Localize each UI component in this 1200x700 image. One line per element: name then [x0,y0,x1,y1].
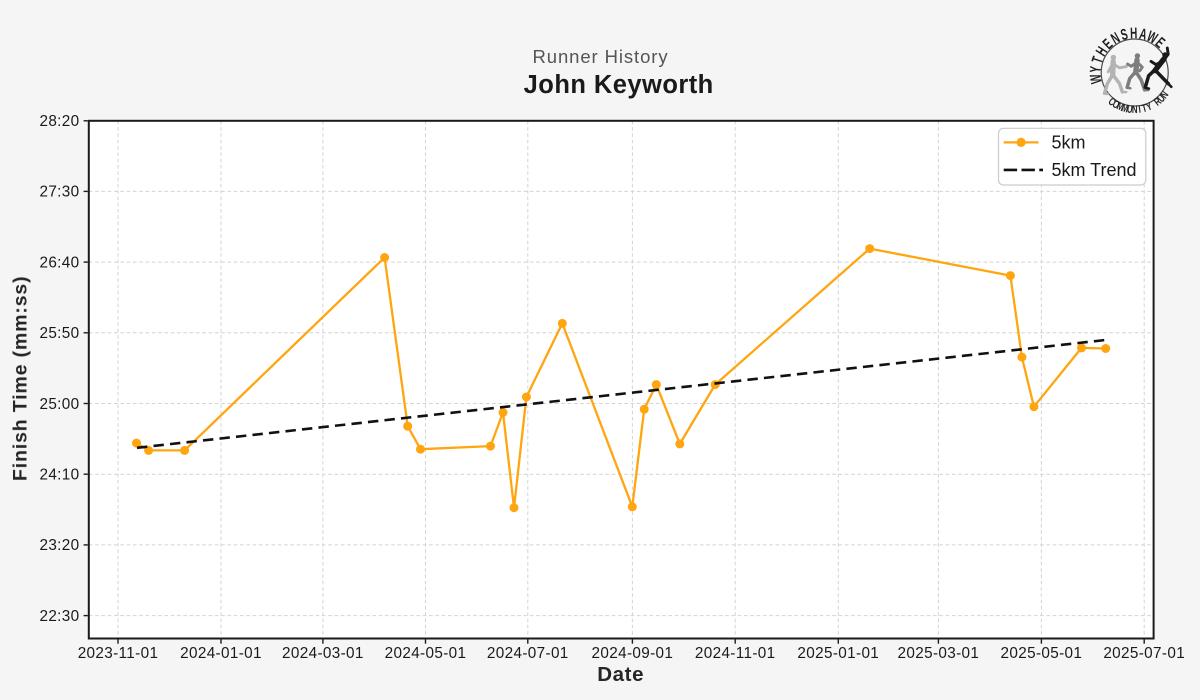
svg-text:2025-07-01: 2025-07-01 [1103,645,1185,662]
svg-text:2024-01-01: 2024-01-01 [180,645,262,662]
svg-text:25:50: 25:50 [39,325,79,342]
svg-text:2024-11-01: 2024-11-01 [695,645,776,662]
svg-text:2025-01-01: 2025-01-01 [797,645,879,662]
svg-text:2023-11-01: 2023-11-01 [78,645,159,662]
svg-text:2025-05-01: 2025-05-01 [1001,645,1083,662]
svg-text:M: M [1120,102,1130,116]
svg-text:M: M [1115,100,1126,114]
svg-text:I: I [1138,103,1142,116]
svg-text:Y: Y [1144,100,1154,114]
svg-text:U: U [1126,103,1133,116]
svg-text:2025-03-01: 2025-03-01 [898,645,980,662]
svg-text:22:30: 22:30 [39,608,79,625]
svg-text:T: T [1088,54,1107,65]
svg-text:5km: 5km [1052,133,1086,153]
svg-text:25:00: 25:00 [39,396,79,413]
svg-text:5km Trend: 5km Trend [1052,160,1137,180]
svg-text:28:20: 28:20 [39,113,79,130]
svg-text:2024-05-01: 2024-05-01 [385,645,467,662]
svg-text:Finish Time (mm:ss): Finish Time (mm:ss) [10,276,32,481]
svg-text:24:10: 24:10 [39,467,79,484]
svg-text:Y: Y [1086,65,1104,73]
svg-text:Runner History: Runner History [533,46,669,67]
svg-text:26:40: 26:40 [39,254,79,271]
svg-text:2024-09-01: 2024-09-01 [592,645,674,662]
svg-text:N: N [1132,104,1138,117]
svg-text:23:20: 23:20 [39,537,79,554]
svg-text:A: A [1138,24,1149,43]
svg-text:2024-07-01: 2024-07-01 [487,645,569,662]
svg-text:John Keyworth: John Keyworth [524,71,714,99]
svg-text:Date: Date [597,663,644,686]
svg-text:27:30: 27:30 [39,184,79,201]
svg-text:2024-03-01: 2024-03-01 [282,645,364,662]
svg-text:H: H [1130,24,1138,42]
svg-text:S: S [1119,25,1130,44]
svg-text:T: T [1141,102,1149,115]
svg-text:W: W [1086,72,1105,85]
